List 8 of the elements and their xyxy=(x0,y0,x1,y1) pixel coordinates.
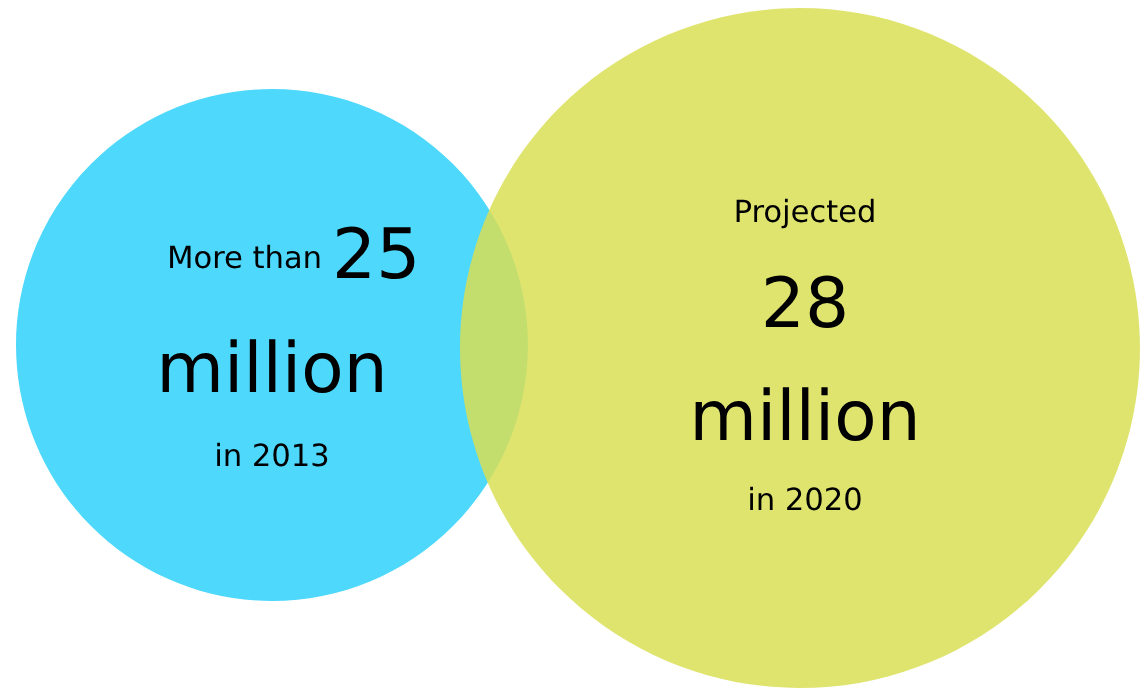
category-label: in 2020 xyxy=(750,486,861,511)
text: Projected xyxy=(736,198,874,229)
data-label: 28 xyxy=(765,275,845,328)
text: More than xyxy=(170,244,320,269)
category-label: in 2013 xyxy=(217,442,328,467)
data-label: 25 xyxy=(337,226,415,279)
text: million xyxy=(695,387,915,441)
text: million xyxy=(162,339,382,393)
